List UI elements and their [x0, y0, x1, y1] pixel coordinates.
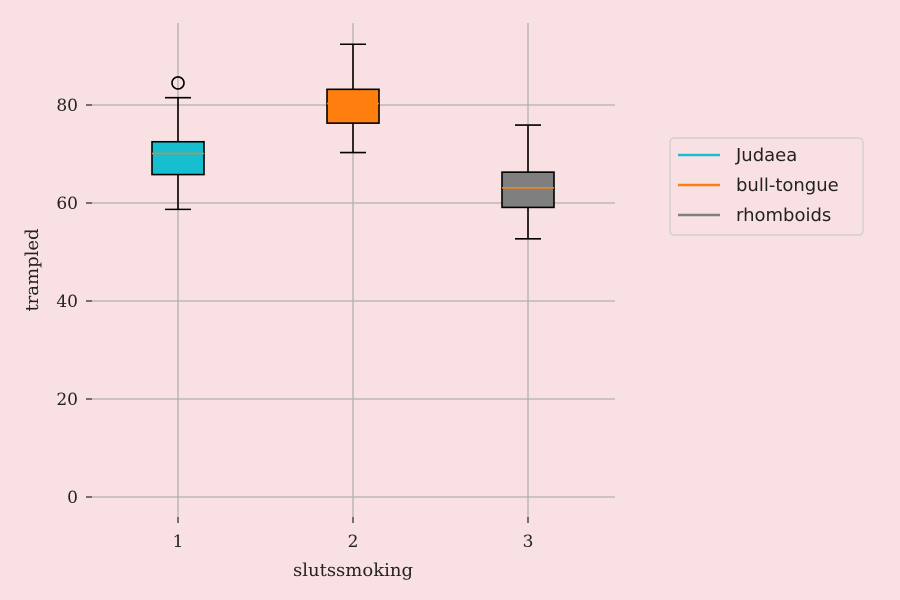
x-tick-label: 3: [523, 532, 534, 552]
y-tick-label: 0: [67, 488, 78, 508]
y-tick-label: 40: [56, 292, 78, 312]
box-rhomboids: [501, 124, 555, 240]
x-axis-ticks: 1 2 3: [173, 517, 534, 552]
y-tick-label: 20: [56, 390, 78, 410]
outlier-point: [171, 76, 185, 90]
legend-label: bull-tongue: [736, 175, 839, 196]
box-body: [151, 140, 205, 176]
x-axis-label: slutssmoking: [293, 560, 413, 581]
legend-box: [669, 137, 864, 236]
box-body: [326, 88, 380, 124]
box-body: [501, 171, 555, 209]
legend: Judaea bull-tongue rhomboids: [669, 137, 864, 236]
x-tick-label: 2: [348, 532, 359, 552]
legend-label: Judaea: [735, 145, 797, 166]
x-tick-label: 1: [173, 532, 184, 552]
y-tick-label: 80: [56, 96, 78, 116]
y-axis-ticks: 0 20 40 60 80: [56, 96, 92, 508]
box-series: [151, 43, 555, 240]
box-bull-tongue: [326, 43, 380, 154]
y-tick-label: 60: [56, 194, 78, 214]
box-judaea: [151, 76, 205, 211]
legend-label: rhomboids: [736, 205, 831, 226]
y-axis-label: trampled: [22, 228, 43, 311]
